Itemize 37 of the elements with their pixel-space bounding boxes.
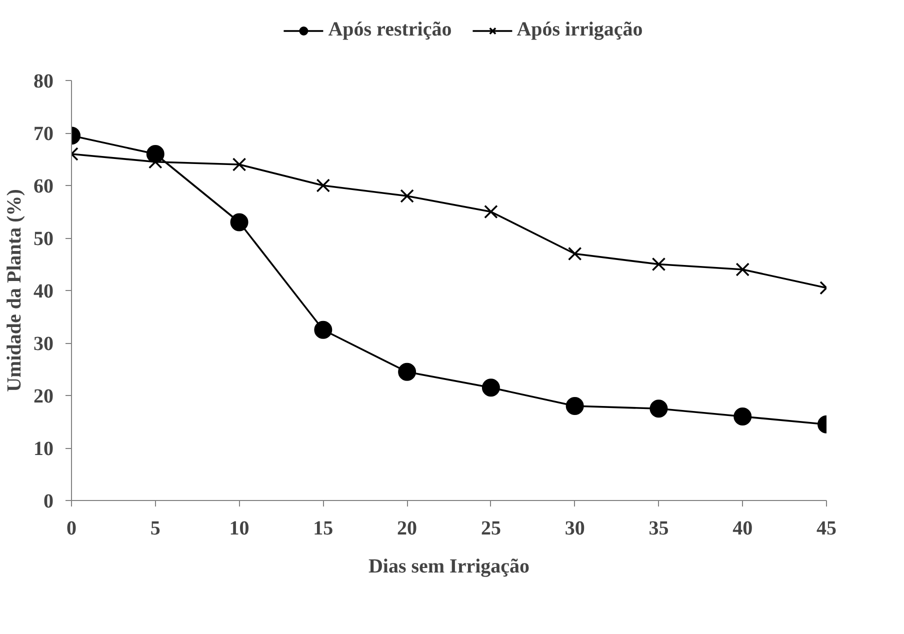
x-tick-label: 20 xyxy=(397,518,418,540)
y-tick-label: 70 xyxy=(34,123,54,145)
point xyxy=(230,213,248,232)
point xyxy=(482,378,500,397)
point xyxy=(398,362,416,381)
x-tick-label: 10 xyxy=(229,518,250,540)
y-tick-label: 30 xyxy=(34,333,54,355)
y-axis-title: Umidade da Planta (%) xyxy=(4,189,26,392)
point xyxy=(484,204,498,219)
y-tick-label: 0 xyxy=(44,490,54,512)
point xyxy=(652,257,666,272)
point xyxy=(568,246,582,261)
y-tick-label: 60 xyxy=(34,176,54,198)
point xyxy=(314,320,332,339)
point xyxy=(316,178,330,192)
x-tick-label: 40 xyxy=(732,518,753,540)
x-tick-label: 35 xyxy=(648,518,669,540)
x-tick-label: 25 xyxy=(480,518,501,540)
point xyxy=(736,262,750,276)
point xyxy=(400,189,414,203)
x-tick-label: 5 xyxy=(150,518,160,540)
y-tick-label: 80 xyxy=(34,70,54,92)
point xyxy=(650,400,668,418)
y-tick-label: 40 xyxy=(34,280,54,302)
x-tick-label: 0 xyxy=(66,518,76,540)
point xyxy=(566,397,584,415)
point xyxy=(232,158,246,172)
point xyxy=(734,408,752,426)
y-tick-label: 50 xyxy=(34,228,54,250)
x-axis-title: Dias sem Irrigação xyxy=(368,556,530,578)
y-tick-label: 20 xyxy=(34,386,54,408)
legend-label: Após irrigação xyxy=(516,18,643,42)
x-tick-label: 45 xyxy=(816,518,836,540)
y-tick-label: 10 xyxy=(34,438,54,460)
x-tick-label: 30 xyxy=(564,518,585,540)
legend-label: Após restrição xyxy=(328,18,452,42)
x-tick-label: 15 xyxy=(313,518,334,540)
